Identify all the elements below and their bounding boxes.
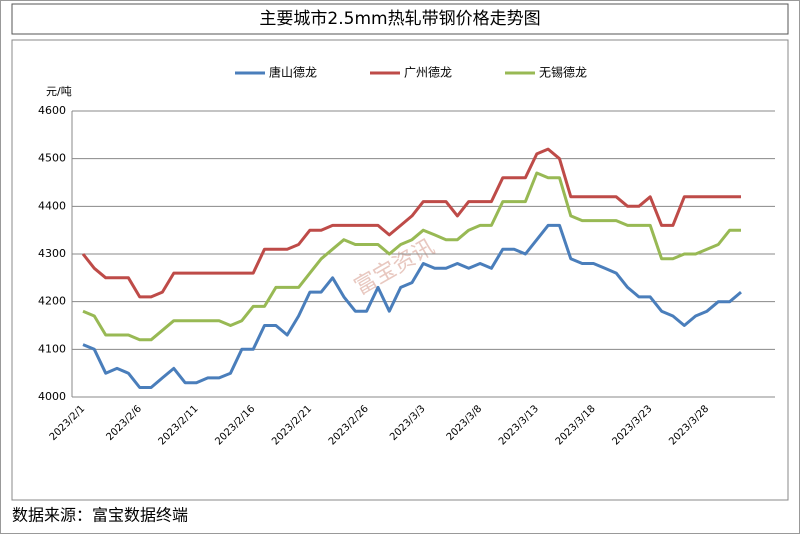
plot-frame [11,39,789,501]
y-tick-label: 4000 [38,390,66,403]
y-tick-label: 4400 [38,199,66,212]
title-box [11,3,789,35]
series-line [82,171,741,342]
y-axis-label: 元/吨 [46,85,72,98]
source: 数据来源：富宝数据终端 [12,506,188,525]
y-tick-label: 4600 [38,104,66,117]
legend-label: 唐山德龙 [269,65,317,80]
y-tick-label: 4200 [38,295,66,308]
y-tick-label: 4300 [38,247,66,260]
y-tick-label: 4500 [38,152,66,165]
series-line [81,147,741,299]
legend-label: 广州德龙 [404,65,452,80]
y-tick-label: 4100 [38,342,66,355]
series-line [82,223,742,389]
legend-label: 无锡德龙 [539,65,587,80]
chart-title: 主要城市2.5mm热轧带钢价格走势图 [259,9,540,29]
